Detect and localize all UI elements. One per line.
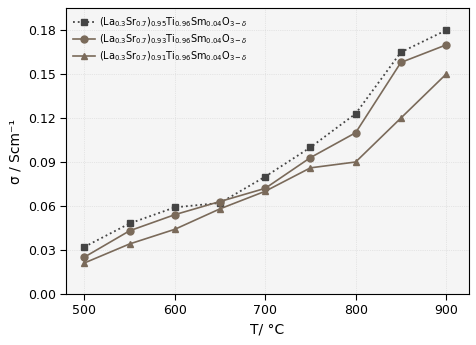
- (La$_{0.3}$Sr$_{0.7}$)$_{0.95}$Ti$_{0.96}$Sm$_{0.04}$O$_{3-\delta}$: [352, 112, 358, 116]
- X-axis label: T/ °C: T/ °C: [250, 323, 284, 337]
- (La$_{0.3}$Sr$_{0.7}$)$_{0.93}$Ti$_{0.96}$Sm$_{0.04}$O$_{3-\delta}$: [307, 156, 313, 160]
- (La$_{0.3}$Sr$_{0.7}$)$_{0.91}$Ti$_{0.96}$Sm$_{0.04}$O$_{3-\delta}$: [127, 242, 132, 246]
- (La$_{0.3}$Sr$_{0.7}$)$_{0.91}$Ti$_{0.96}$Sm$_{0.04}$O$_{3-\delta}$: [217, 207, 222, 211]
- (La$_{0.3}$Sr$_{0.7}$)$_{0.95}$Ti$_{0.96}$Sm$_{0.04}$O$_{3-\delta}$: [307, 145, 313, 149]
- (La$_{0.3}$Sr$_{0.7}$)$_{0.91}$Ti$_{0.96}$Sm$_{0.04}$O$_{3-\delta}$: [81, 261, 87, 265]
- (La$_{0.3}$Sr$_{0.7}$)$_{0.95}$Ti$_{0.96}$Sm$_{0.04}$O$_{3-\delta}$: [127, 221, 132, 226]
- (La$_{0.3}$Sr$_{0.7}$)$_{0.93}$Ti$_{0.96}$Sm$_{0.04}$O$_{3-\delta}$: [127, 229, 132, 233]
- (La$_{0.3}$Sr$_{0.7}$)$_{0.91}$Ti$_{0.96}$Sm$_{0.04}$O$_{3-\delta}$: [397, 116, 403, 120]
- Y-axis label: σ / Scm⁻¹: σ / Scm⁻¹: [8, 119, 22, 184]
- (La$_{0.3}$Sr$_{0.7}$)$_{0.91}$Ti$_{0.96}$Sm$_{0.04}$O$_{3-\delta}$: [171, 227, 177, 231]
- Legend: (La$_{0.3}$Sr$_{0.7}$)$_{0.95}$Ti$_{0.96}$Sm$_{0.04}$O$_{3-\delta}$, (La$_{0.3}$: (La$_{0.3}$Sr$_{0.7}$)$_{0.95}$Ti$_{0.96…: [71, 13, 249, 65]
- Line: (La$_{0.3}$Sr$_{0.7}$)$_{0.93}$Ti$_{0.96}$Sm$_{0.04}$O$_{3-\delta}$: (La$_{0.3}$Sr$_{0.7}$)$_{0.93}$Ti$_{0.96…: [81, 41, 448, 260]
- (La$_{0.3}$Sr$_{0.7}$)$_{0.95}$Ti$_{0.96}$Sm$_{0.04}$O$_{3-\delta}$: [171, 205, 177, 209]
- (La$_{0.3}$Sr$_{0.7}$)$_{0.93}$Ti$_{0.96}$Sm$_{0.04}$O$_{3-\delta}$: [171, 213, 177, 217]
- (La$_{0.3}$Sr$_{0.7}$)$_{0.91}$Ti$_{0.96}$Sm$_{0.04}$O$_{3-\delta}$: [262, 189, 268, 193]
- (La$_{0.3}$Sr$_{0.7}$)$_{0.95}$Ti$_{0.96}$Sm$_{0.04}$O$_{3-\delta}$: [442, 28, 448, 32]
- (La$_{0.3}$Sr$_{0.7}$)$_{0.95}$Ti$_{0.96}$Sm$_{0.04}$O$_{3-\delta}$: [262, 175, 268, 179]
- (La$_{0.3}$Sr$_{0.7}$)$_{0.91}$Ti$_{0.96}$Sm$_{0.04}$O$_{3-\delta}$: [442, 72, 448, 76]
- (La$_{0.3}$Sr$_{0.7}$)$_{0.93}$Ti$_{0.96}$Sm$_{0.04}$O$_{3-\delta}$: [397, 60, 403, 65]
- (La$_{0.3}$Sr$_{0.7}$)$_{0.93}$Ti$_{0.96}$Sm$_{0.04}$O$_{3-\delta}$: [217, 199, 222, 204]
- (La$_{0.3}$Sr$_{0.7}$)$_{0.91}$Ti$_{0.96}$Sm$_{0.04}$O$_{3-\delta}$: [307, 166, 313, 170]
- (La$_{0.3}$Sr$_{0.7}$)$_{0.91}$Ti$_{0.96}$Sm$_{0.04}$O$_{3-\delta}$: [352, 160, 358, 164]
- (La$_{0.3}$Sr$_{0.7}$)$_{0.93}$Ti$_{0.96}$Sm$_{0.04}$O$_{3-\delta}$: [352, 131, 358, 135]
- (La$_{0.3}$Sr$_{0.7}$)$_{0.95}$Ti$_{0.96}$Sm$_{0.04}$O$_{3-\delta}$: [81, 245, 87, 249]
- (La$_{0.3}$Sr$_{0.7}$)$_{0.93}$Ti$_{0.96}$Sm$_{0.04}$O$_{3-\delta}$: [81, 255, 87, 259]
- (La$_{0.3}$Sr$_{0.7}$)$_{0.93}$Ti$_{0.96}$Sm$_{0.04}$O$_{3-\delta}$: [442, 43, 448, 47]
- (La$_{0.3}$Sr$_{0.7}$)$_{0.93}$Ti$_{0.96}$Sm$_{0.04}$O$_{3-\delta}$: [262, 186, 268, 190]
- Line: (La$_{0.3}$Sr$_{0.7}$)$_{0.95}$Ti$_{0.96}$Sm$_{0.04}$O$_{3-\delta}$: (La$_{0.3}$Sr$_{0.7}$)$_{0.95}$Ti$_{0.96…: [81, 27, 448, 250]
- Line: (La$_{0.3}$Sr$_{0.7}$)$_{0.91}$Ti$_{0.96}$Sm$_{0.04}$O$_{3-\delta}$: (La$_{0.3}$Sr$_{0.7}$)$_{0.91}$Ti$_{0.96…: [81, 71, 448, 266]
- (La$_{0.3}$Sr$_{0.7}$)$_{0.95}$Ti$_{0.96}$Sm$_{0.04}$O$_{3-\delta}$: [217, 201, 222, 205]
- (La$_{0.3}$Sr$_{0.7}$)$_{0.95}$Ti$_{0.96}$Sm$_{0.04}$O$_{3-\delta}$: [397, 50, 403, 54]
